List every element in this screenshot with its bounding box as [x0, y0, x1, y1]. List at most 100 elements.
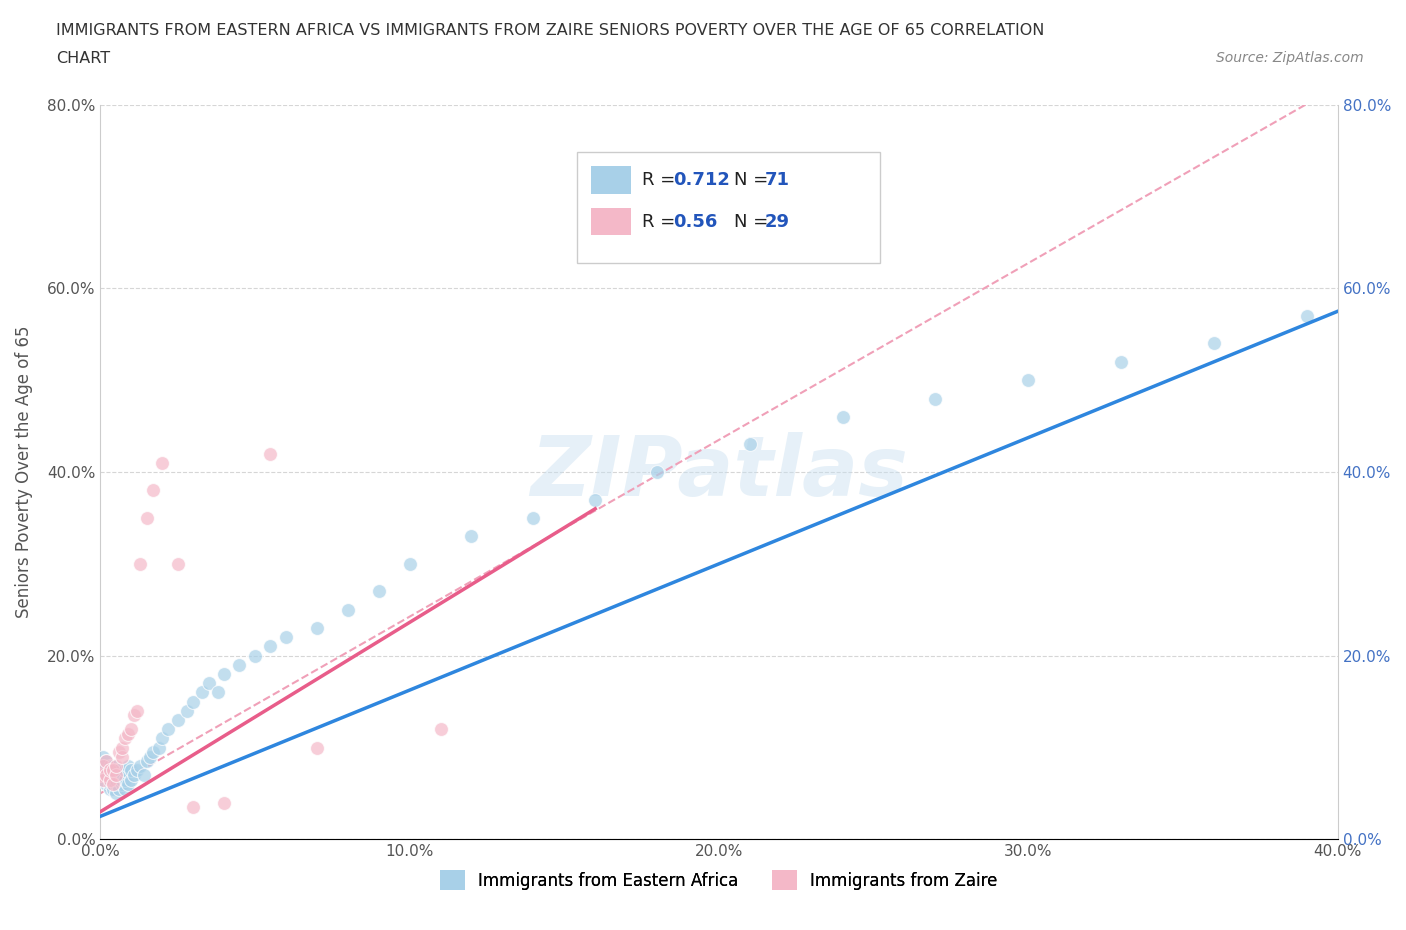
- Point: [101, 772, 124, 787]
- Point: [228, 658, 250, 672]
- Point: [104, 772, 127, 787]
- Point: [166, 556, 188, 571]
- Point: [104, 767, 127, 782]
- Point: [142, 483, 165, 498]
- Point: [212, 667, 235, 682]
- Point: [645, 465, 668, 480]
- Text: ZIPatlas: ZIPatlas: [530, 432, 908, 512]
- Point: [157, 722, 180, 737]
- Point: [259, 639, 281, 654]
- Point: [111, 777, 134, 791]
- Point: [101, 763, 124, 777]
- Point: [108, 745, 131, 760]
- Point: [108, 763, 131, 777]
- Point: [114, 772, 136, 787]
- Point: [98, 772, 121, 787]
- Point: [98, 763, 121, 777]
- Point: [124, 767, 146, 782]
- Point: [132, 767, 155, 782]
- Point: [101, 767, 124, 782]
- Point: [108, 772, 131, 787]
- Point: [111, 772, 134, 787]
- Point: [398, 556, 420, 571]
- Point: [127, 763, 149, 777]
- Point: [96, 759, 118, 774]
- Point: [120, 722, 142, 737]
- Text: IMMIGRANTS FROM EASTERN AFRICA VS IMMIGRANTS FROM ZAIRE SENIORS POVERTY OVER THE: IMMIGRANTS FROM EASTERN AFRICA VS IMMIGR…: [56, 23, 1045, 38]
- Point: [98, 777, 121, 791]
- Point: [1202, 336, 1225, 351]
- Point: [101, 777, 124, 791]
- Point: [120, 772, 142, 787]
- Point: [96, 754, 118, 769]
- Point: [1109, 354, 1132, 369]
- Point: [738, 437, 761, 452]
- Point: [114, 763, 136, 777]
- Point: [142, 745, 165, 760]
- Point: [274, 630, 297, 644]
- Point: [104, 767, 127, 782]
- Point: [108, 781, 131, 796]
- Point: [148, 740, 170, 755]
- Point: [150, 456, 173, 471]
- Point: [93, 750, 115, 764]
- Text: CHART: CHART: [56, 51, 110, 66]
- Point: [104, 759, 127, 774]
- Point: [96, 777, 118, 791]
- Point: [522, 511, 544, 525]
- Point: [127, 703, 149, 718]
- FancyBboxPatch shape: [592, 166, 631, 194]
- Text: 29: 29: [765, 213, 790, 231]
- Point: [181, 694, 204, 709]
- Point: [305, 740, 328, 755]
- FancyBboxPatch shape: [576, 153, 880, 262]
- Point: [101, 759, 124, 774]
- Point: [117, 726, 139, 741]
- Point: [93, 763, 115, 777]
- Text: 0.712: 0.712: [673, 171, 730, 190]
- Point: [90, 767, 112, 782]
- Point: [367, 584, 389, 599]
- Point: [111, 767, 134, 782]
- Point: [135, 754, 157, 769]
- Point: [98, 759, 121, 774]
- Point: [150, 731, 173, 746]
- Point: [120, 763, 142, 777]
- Text: N =: N =: [734, 171, 773, 190]
- Point: [207, 685, 229, 700]
- Point: [114, 731, 136, 746]
- FancyBboxPatch shape: [592, 207, 631, 235]
- Point: [259, 446, 281, 461]
- Point: [166, 712, 188, 727]
- Point: [139, 750, 162, 764]
- Point: [1295, 309, 1317, 324]
- Point: [305, 620, 328, 635]
- Point: [1017, 373, 1039, 388]
- Text: 71: 71: [765, 171, 790, 190]
- Point: [98, 763, 121, 777]
- Point: [96, 754, 118, 769]
- Point: [104, 763, 127, 777]
- Text: N =: N =: [734, 213, 773, 231]
- Point: [129, 556, 152, 571]
- Point: [93, 759, 115, 774]
- Point: [101, 781, 124, 796]
- Point: [460, 529, 482, 544]
- Point: [104, 786, 127, 801]
- Point: [96, 767, 118, 782]
- Point: [96, 767, 118, 782]
- Point: [924, 392, 946, 406]
- Point: [135, 511, 157, 525]
- Point: [129, 759, 152, 774]
- Point: [176, 703, 198, 718]
- Text: R =: R =: [643, 213, 682, 231]
- Point: [111, 740, 134, 755]
- Y-axis label: Seniors Poverty Over the Age of 65: Seniors Poverty Over the Age of 65: [15, 326, 32, 618]
- Point: [583, 492, 606, 507]
- Point: [197, 676, 219, 691]
- Point: [98, 781, 121, 796]
- Point: [181, 800, 204, 815]
- Point: [93, 759, 115, 774]
- Point: [98, 767, 121, 782]
- Point: [212, 795, 235, 810]
